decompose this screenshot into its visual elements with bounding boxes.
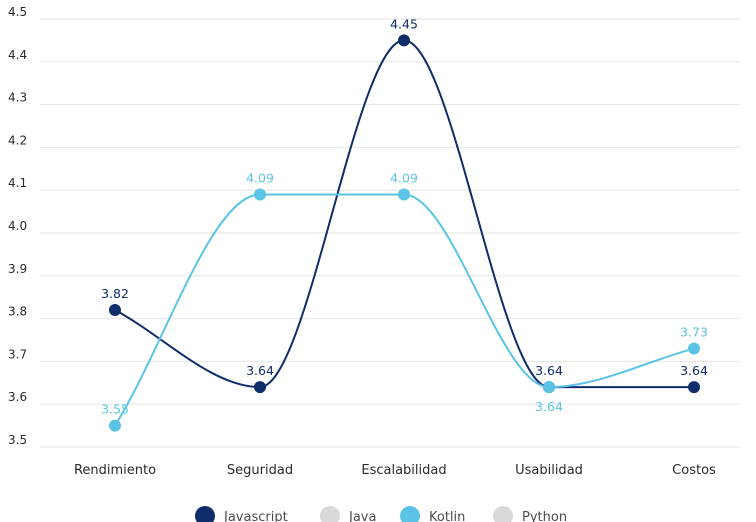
legend-marker (195, 506, 215, 522)
legend-label: Kotlin (429, 510, 465, 522)
data-label-javascript: 3.82 (101, 286, 129, 301)
y-tick-label: 4.4 (8, 48, 27, 62)
data-label-javascript: 3.64 (680, 363, 708, 378)
data-point-javascript (688, 381, 700, 394)
data-label-kotlin: 3.55 (101, 402, 129, 417)
data-label-javascript: 3.64 (246, 363, 274, 378)
y-tick-label: 3.8 (8, 305, 27, 319)
data-point-javascript (254, 381, 266, 394)
x-tick-label: Escalabilidad (361, 463, 446, 478)
legend-item-javascript[interactable]: Javascript (195, 506, 288, 522)
x-tick-label: Usabilidad (515, 463, 583, 478)
legend-label: Python (522, 510, 567, 522)
data-point-kotlin (109, 419, 121, 432)
y-tick-label: 4.1 (8, 176, 27, 190)
series-line-kotlin (114, 193, 695, 427)
legend-item-java[interactable]: Java (320, 506, 376, 522)
y-tick-label: 3.6 (8, 390, 27, 404)
y-tick-label: 3.5 (8, 433, 27, 447)
data-point-kotlin (398, 188, 410, 201)
y-tick-label: 3.7 (8, 347, 27, 361)
y-tick-label: 4.3 (8, 91, 27, 105)
data-point-kotlin (688, 342, 700, 355)
legend-marker (493, 506, 513, 522)
x-tick-label: Rendimiento (74, 463, 156, 478)
x-tick-label: Seguridad (227, 463, 293, 478)
data-point-kotlin (543, 381, 555, 394)
legend-marker (320, 506, 340, 522)
data-label-kotlin: 3.64 (535, 399, 563, 414)
y-tick-label: 4.0 (8, 219, 27, 233)
legend-label: Javascript (223, 510, 288, 522)
legend-item-python[interactable]: Python (493, 506, 567, 522)
data-label-kotlin: 4.09 (390, 170, 418, 185)
data-point-javascript (398, 34, 410, 47)
data-label-javascript: 4.45 (390, 16, 418, 31)
data-point-kotlin (254, 188, 266, 201)
data-label-kotlin: 4.09 (246, 170, 274, 185)
legend-item-kotlin[interactable]: Kotlin (400, 506, 465, 522)
series-line-javascript (114, 39, 694, 389)
x-tick-label: Costos (672, 463, 716, 478)
legend-label: Java (348, 510, 376, 522)
data-label-kotlin: 3.73 (680, 325, 708, 340)
data-point-javascript (109, 304, 121, 317)
y-tick-label: 4.2 (8, 133, 27, 147)
data-label-javascript: 3.64 (535, 363, 563, 378)
y-tick-label: 4.5 (8, 5, 27, 19)
y-tick-label: 3.9 (8, 262, 27, 276)
legend-marker (400, 506, 420, 522)
